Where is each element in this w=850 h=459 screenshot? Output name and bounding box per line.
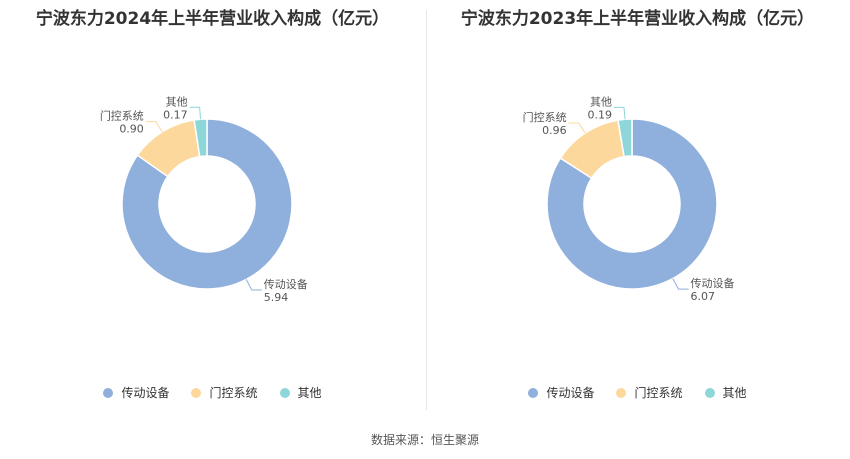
legend-label-door-control: 门控系统 [634, 386, 683, 400]
slice-value-door-control: 0.90 [119, 123, 144, 136]
leader-line-door-control [568, 122, 586, 134]
panel-divider [426, 10, 427, 410]
legend-label-other: 其他 [297, 386, 322, 400]
donut-slice-other[interactable] [193, 118, 208, 158]
data-source: 数据来源：恒生聚源 [370, 433, 479, 447]
donut-slice-other[interactable] [617, 118, 633, 158]
chart-panel-2023: 宁波东力2023年上半年营业收入构成（亿元） 传动设备 6.07 门控系统 0.96 其… [425, 0, 850, 420]
slice-value-other: 0.19 [587, 108, 612, 121]
slice-value-transmission: 6.07 [691, 290, 716, 303]
donut-slice-transmission[interactable] [546, 118, 718, 290]
chart-title-2023: 宁波东力2023年上半年营业收入构成（亿元） [460, 9, 815, 29]
chart-title-2024: 宁波东力2024年上半年营业收入构成（亿元） [35, 9, 390, 29]
legend-dot-door-control [191, 387, 202, 398]
leader-line-door-control [145, 121, 163, 133]
legend-label-door-control: 门控系统 [209, 386, 258, 400]
legend-2024: 传动设备 门控系统 其他 [0, 384, 425, 401]
legend-dot-other [279, 387, 290, 398]
legend-label-other: 其他 [722, 386, 747, 400]
legend-dot-door-control [616, 387, 627, 398]
slice-value-other: 0.17 [163, 108, 188, 121]
legend-dot-transmission [103, 387, 114, 398]
leader-line-transmission [672, 278, 689, 290]
legend-item-transmission[interactable]: 传动设备 [103, 384, 169, 401]
legend-label-transmission: 传动设备 [546, 386, 595, 400]
legend-2023: 传动设备 门控系统 其他 [425, 384, 850, 401]
slice-label-transmission: 传动设备 [264, 277, 308, 291]
legend-dot-other [704, 387, 715, 398]
slice-value-door-control: 0.96 [542, 124, 567, 137]
slice-label-door-control: 门控系统 [523, 110, 567, 124]
slice-label-other: 其他 [590, 95, 612, 108]
slice-label-transmission: 传动设备 [691, 276, 735, 290]
leader-line-other [189, 106, 202, 120]
leader-line-other [613, 106, 626, 120]
legend-dot-transmission [528, 387, 539, 398]
legend-item-other[interactable]: 其他 [279, 384, 322, 401]
legend-item-transmission[interactable]: 传动设备 [528, 384, 594, 401]
legend-item-other[interactable]: 其他 [704, 384, 747, 401]
donut-slice-transmission[interactable] [121, 118, 293, 290]
slice-value-transmission: 5.94 [264, 291, 289, 304]
legend-item-door-control[interactable]: 门控系统 [191, 384, 258, 401]
legend-label-transmission: 传动设备 [121, 386, 170, 400]
slice-label-other: 其他 [166, 95, 188, 108]
legend-item-door-control[interactable]: 门控系统 [616, 384, 683, 401]
chart-panel-2024: 宁波东力2024年上半年营业收入构成（亿元） 传动设备 5.94 门控系统 0.90 其… [0, 0, 425, 420]
slice-label-door-control: 门控系统 [100, 109, 144, 123]
leader-line-transmission [245, 279, 262, 291]
